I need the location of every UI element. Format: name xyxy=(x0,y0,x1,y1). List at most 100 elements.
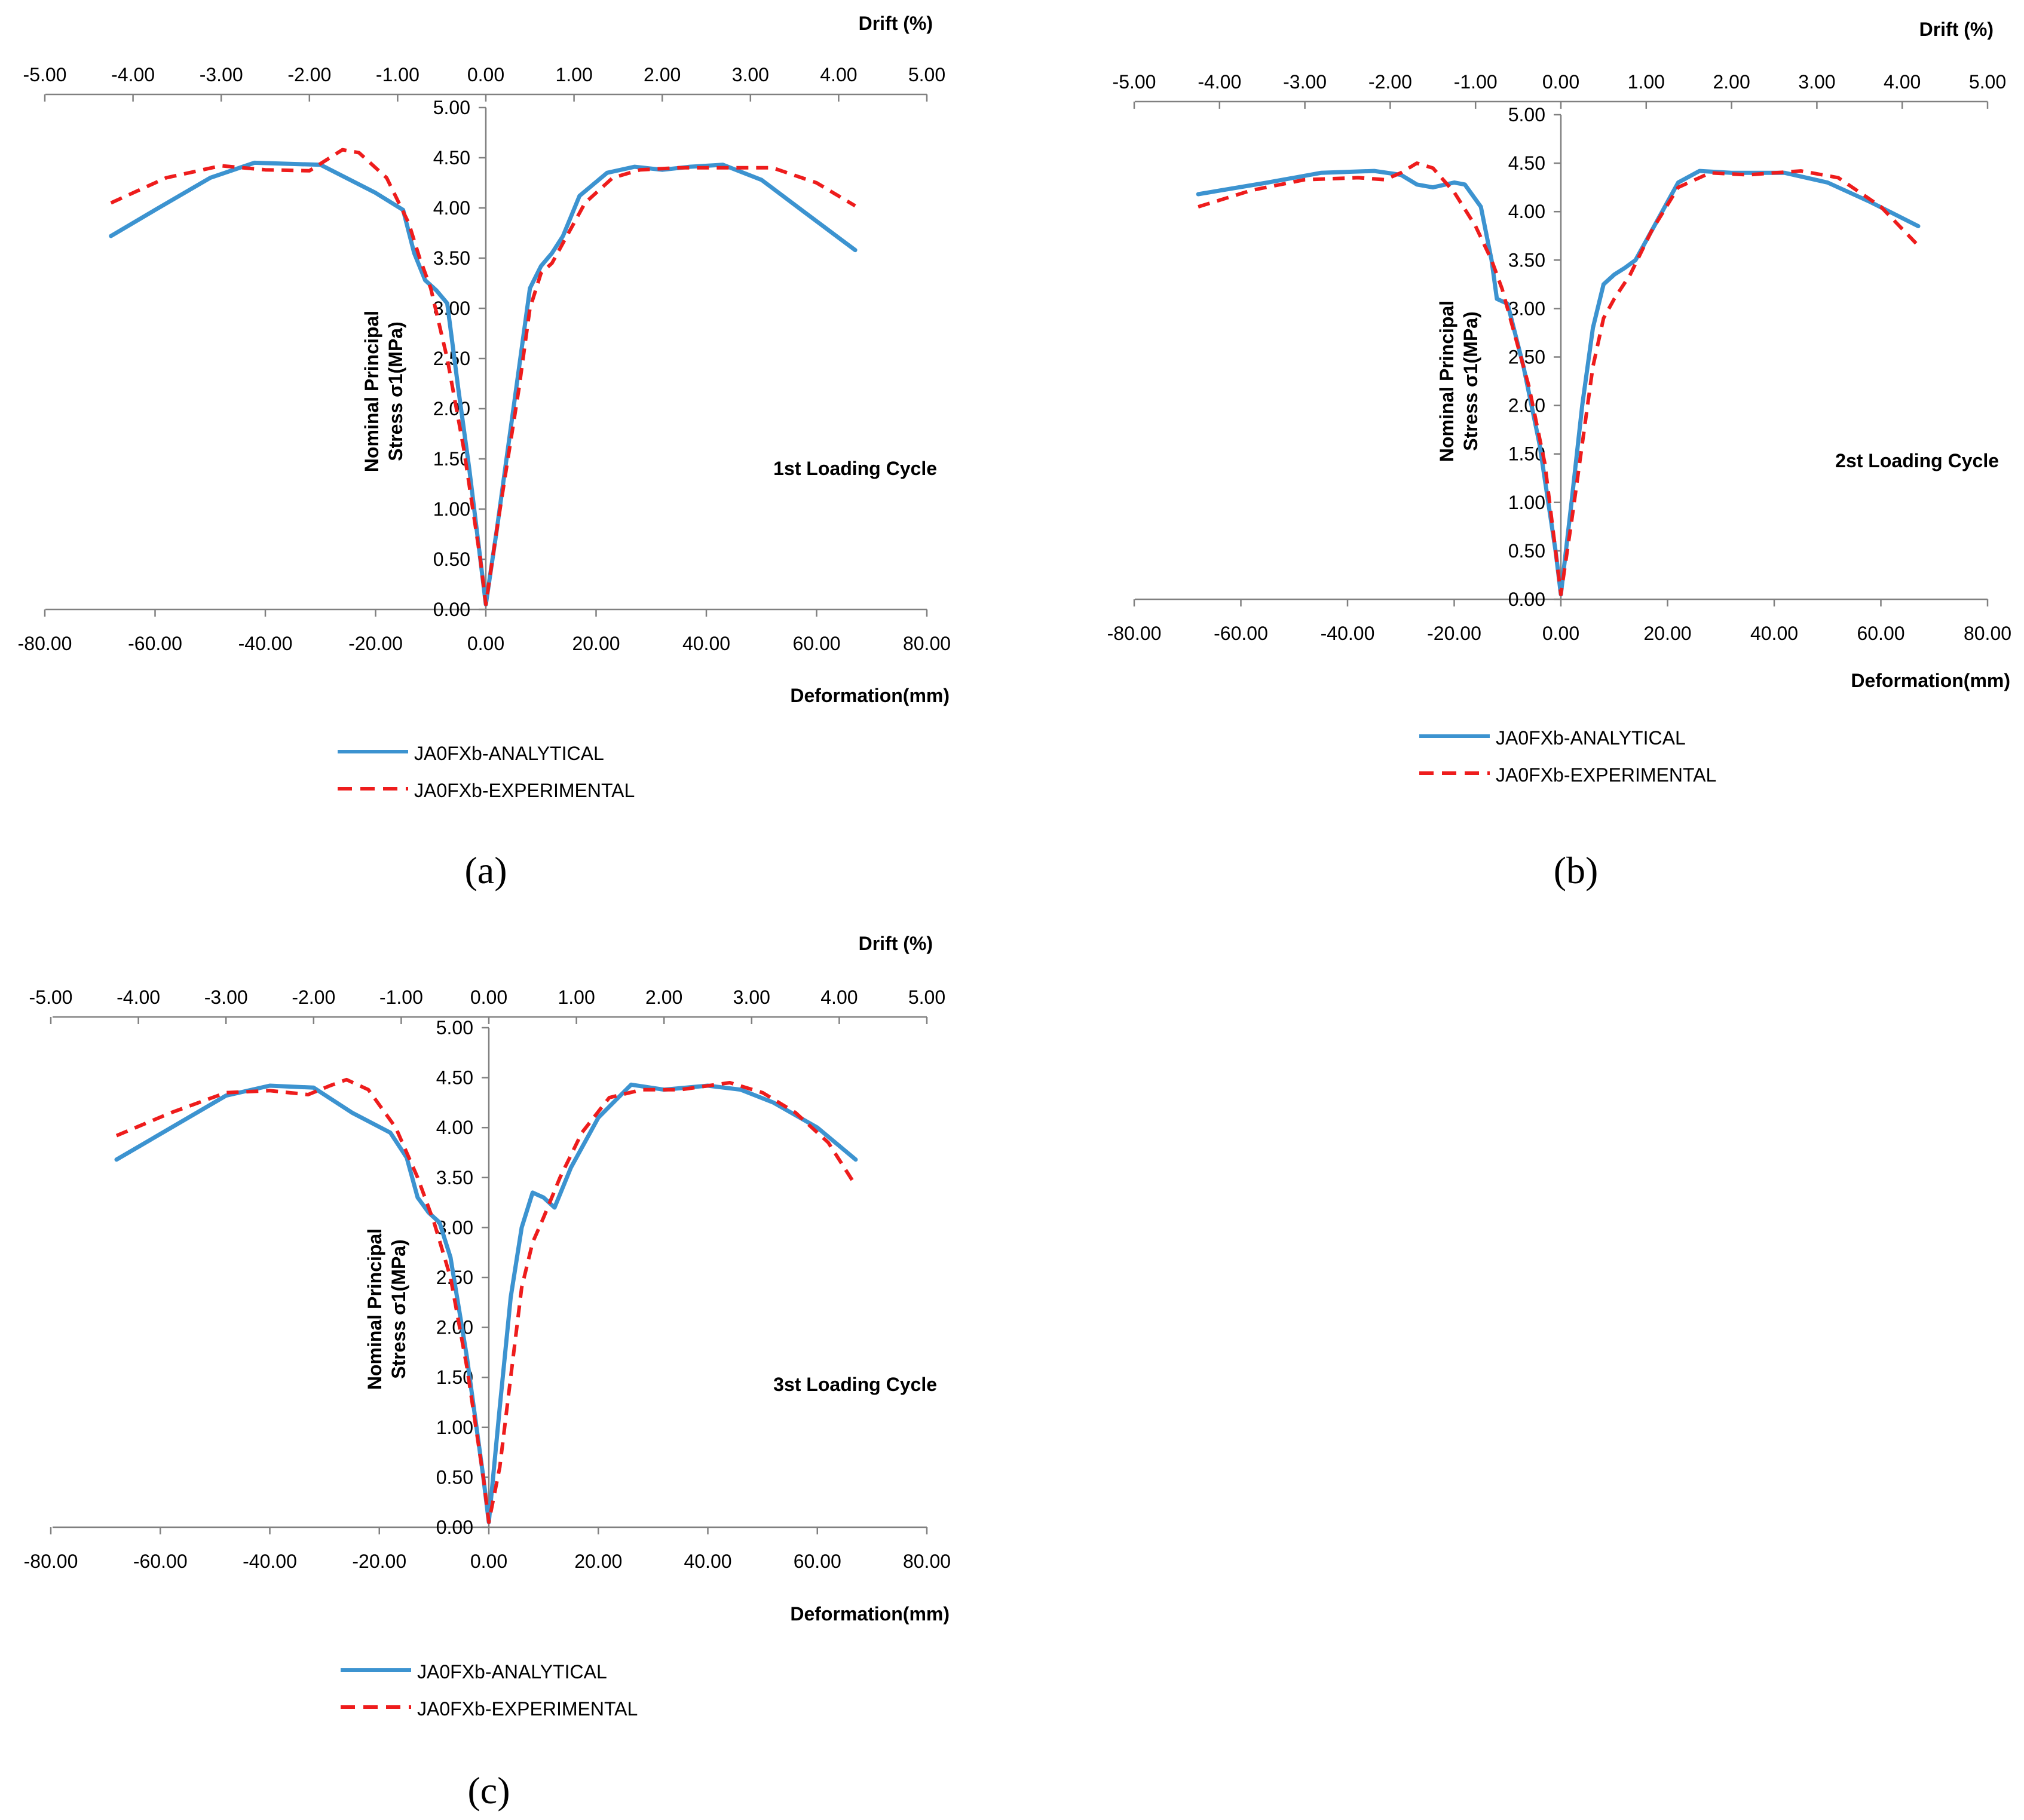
x2-tick-label: 5.00 xyxy=(1969,71,2006,93)
x-tick-label: -20.00 xyxy=(352,1551,406,1572)
x2-tick-label: -4.00 xyxy=(111,64,155,85)
x-tick-label: -80.00 xyxy=(1107,623,1162,644)
y-tick-label: 4.50 xyxy=(1508,152,1545,174)
deformation-axis-title: Deformation(mm) xyxy=(1851,670,2010,691)
x-tick-label: -40.00 xyxy=(238,633,293,654)
x2-tick-label: 0.00 xyxy=(467,64,504,85)
x2-tick-label: 3.00 xyxy=(1798,71,1835,93)
legend-label: JA0FXb-ANALYTICAL xyxy=(1496,727,1686,749)
y-axis-title-line: Stress σ1(MPa) xyxy=(388,1239,409,1379)
x-tick-label: 0.00 xyxy=(1542,623,1579,644)
x-tick-label: -60.00 xyxy=(128,633,182,654)
x-tick-label: 40.00 xyxy=(1750,623,1798,644)
x2-tick-label: 0.00 xyxy=(1542,71,1579,93)
x2-tick-label: 3.00 xyxy=(732,64,769,85)
y-tick-label: 1.00 xyxy=(1508,492,1545,513)
deformation-axis-title: Deformation(mm) xyxy=(790,1603,950,1625)
x-tick-label: 0.00 xyxy=(467,633,504,654)
x-tick-label: 20.00 xyxy=(574,1551,622,1572)
chart-title: 1st Loading Cycle xyxy=(773,458,937,479)
x-tick-label: -60.00 xyxy=(1214,623,1268,644)
y-tick-label: 4.50 xyxy=(433,147,470,168)
x2-tick-label: 1.00 xyxy=(558,986,595,1008)
x-tick-label: -60.00 xyxy=(133,1551,188,1572)
x-tick-label: -40.00 xyxy=(1321,623,1375,644)
chart-title: 3st Loading Cycle xyxy=(773,1374,937,1395)
x-tick-label: 80.00 xyxy=(1964,623,2011,644)
y-tick-label: 5.00 xyxy=(1508,104,1545,125)
y-tick-label: 3.00 xyxy=(1508,298,1545,319)
y-axis-title: Nominal Principal Stress σ1(MPa) xyxy=(1436,301,1481,462)
x2-tick-label: -1.00 xyxy=(376,64,420,85)
y-tick-label: 5.00 xyxy=(436,1017,473,1038)
x-tick-label: 20.00 xyxy=(1643,623,1691,644)
deformation-axis-title: Deformation(mm) xyxy=(790,685,950,706)
x-tick-label: 80.00 xyxy=(903,1551,951,1572)
x-tick-label: 0.00 xyxy=(470,1551,507,1572)
y-tick-label: 3.50 xyxy=(436,1167,473,1188)
chart-panel-b: -80.00 -60.00 -40.00 -20.00 0.00 20.00 40.00 60… xyxy=(1107,19,2011,891)
x-tick-label: 40.00 xyxy=(684,1551,731,1572)
analytical-series-line xyxy=(1196,168,1921,597)
y-axis-title-line: Stress σ1(MPa) xyxy=(1460,311,1481,451)
y-tick-label: 0.50 xyxy=(433,549,470,570)
x-tick-label: 60.00 xyxy=(1857,623,1904,644)
x2-tick-label: 1.00 xyxy=(1628,71,1665,93)
x2-tick-label: 4.00 xyxy=(820,64,857,85)
legend-label: JA0FXb-EXPERIMENTAL xyxy=(1496,764,1716,786)
x2-tick-label: 0.00 xyxy=(470,986,507,1008)
x2-tick-label: 2.00 xyxy=(644,64,681,85)
x-tick-label: 60.00 xyxy=(792,633,840,654)
legend-label: JA0FXb-ANALYTICAL xyxy=(414,743,604,764)
legend-label: JA0FXb-EXPERIMENTAL xyxy=(417,1698,638,1720)
y-tick-label: 5.00 xyxy=(433,97,470,118)
x2-tick-label: -5.00 xyxy=(23,64,67,85)
x2-tick-label: 3.00 xyxy=(733,986,770,1008)
y-tick-label: 4.50 xyxy=(436,1067,473,1089)
y-tick-label: 0.50 xyxy=(436,1466,473,1488)
x2-tick-label: 5.00 xyxy=(908,986,945,1008)
chart-title: 2st Loading Cycle xyxy=(1835,450,1999,471)
drift-axis-title: Drift (%) xyxy=(1919,19,1994,40)
y-tick-label: 2.00 xyxy=(433,398,470,419)
y-tick-label: 1.00 xyxy=(433,498,470,520)
analytical-series-line xyxy=(109,160,858,607)
x-tick-label: 40.00 xyxy=(682,633,730,654)
x2-tick-label: -3.00 xyxy=(204,986,248,1008)
x2-tick-label: -2.00 xyxy=(1368,71,1412,93)
y-axis-title-line: Nominal Principal xyxy=(364,1228,385,1390)
x-tick-label: -20.00 xyxy=(1427,623,1481,644)
x-tick-label: 20.00 xyxy=(572,633,620,654)
y-axis-title: Nominal Principal Stress σ1(MPa) xyxy=(364,1228,409,1390)
x-tick-label: -40.00 xyxy=(243,1551,297,1572)
y-tick-label: 4.00 xyxy=(436,1117,473,1138)
x-tick-label: 60.00 xyxy=(794,1551,841,1572)
y-axis-title-line: Nominal Principal xyxy=(1436,301,1457,462)
y-axis-title-line: Stress σ1(MPa) xyxy=(385,321,406,461)
x-tick-label: -80.00 xyxy=(24,1551,78,1572)
panel-caption: (c) xyxy=(467,1769,510,1812)
x2-tick-label: 2.00 xyxy=(645,986,682,1008)
x2-tick-label: -4.00 xyxy=(117,986,160,1008)
drift-axis-title: Drift (%) xyxy=(859,933,933,954)
experimental-series-line xyxy=(110,148,856,606)
y-tick-label: 0.00 xyxy=(433,599,470,620)
y-tick-label: 0.00 xyxy=(1508,589,1545,610)
analytical-series-line xyxy=(114,1082,858,1525)
y-tick-label: 4.00 xyxy=(1508,201,1545,222)
x-tick-label: 80.00 xyxy=(903,633,951,654)
x2-tick-label: 1.00 xyxy=(555,64,592,85)
y-tick-label: 1.00 xyxy=(436,1417,473,1438)
y-tick-label: 4.00 xyxy=(433,197,470,219)
x2-tick-label: -1.00 xyxy=(379,986,423,1008)
y-tick-label: 0.50 xyxy=(1508,540,1545,562)
x2-tick-label: -5.00 xyxy=(1113,71,1156,93)
x-tick-label: -80.00 xyxy=(18,633,72,654)
x2-tick-label: 5.00 xyxy=(908,64,945,85)
experimental-series-line xyxy=(115,1077,858,1524)
x2-tick-label: -3.00 xyxy=(200,64,243,85)
x2-tick-label: 2.00 xyxy=(1713,71,1750,93)
chart-panel-c: -80.00 -60.00 -40.00 -20.00 0.00 20.00 40.00 60… xyxy=(24,933,951,1812)
chart-panel-a: -80.00 -60.00 -40.00 -20.00 0.00 20.00 40.00 60… xyxy=(18,13,951,891)
y-tick-label: 2.00 xyxy=(436,1317,473,1338)
